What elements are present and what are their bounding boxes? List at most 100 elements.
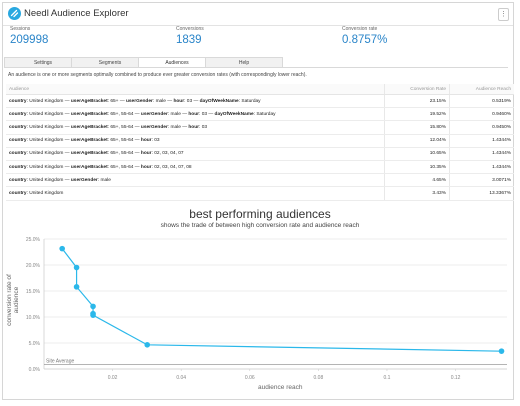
- column-header-conversion-rate[interactable]: Conversion Rate: [384, 84, 450, 95]
- segment-key: userAgeBracket: [70, 164, 108, 170]
- segment-key: hour: [188, 124, 200, 130]
- table-row[interactable]: country: United Kingdom 3.43% 13.3367%: [6, 186, 514, 201]
- column-header-audience-reach[interactable]: Audience Reach: [449, 84, 514, 95]
- x-tick-label: 0.08: [314, 375, 324, 380]
- conversion-rate-cell: 19.52%: [384, 107, 450, 122]
- kpi-value: 209998: [10, 34, 49, 46]
- segment-separator: —: [63, 138, 71, 144]
- series-line: [61, 248, 502, 352]
- table-row[interactable]: country: United Kingdom — userGender: ma…: [6, 173, 514, 188]
- kpi-conversion-rate: Conversion rate 0.8757%: [342, 26, 387, 46]
- chart-subtitle: shows the trade of between high conversi…: [160, 222, 360, 229]
- segment-value: Saturday: [256, 111, 276, 117]
- segment-key: userAgeBracket: [70, 138, 108, 144]
- segment-value: Saturday: [241, 98, 261, 104]
- segment-key: userAgeBracket: [70, 111, 108, 117]
- segment-value: 03: [201, 111, 208, 117]
- data-point: [90, 303, 96, 310]
- x-tick-label: 0.04: [176, 375, 186, 380]
- segment-key: userAgeBracket: [70, 98, 108, 104]
- segment-value: 03: [201, 124, 208, 130]
- segment-colon: :: [184, 98, 187, 104]
- segment-colon: :: [107, 164, 111, 170]
- segment-value: 65+: [110, 98, 119, 104]
- audience-cell: country: United Kingdom — userAgeBracket…: [6, 120, 385, 135]
- segment-separator: —: [180, 124, 189, 130]
- logo-icon: [8, 7, 21, 20]
- tab-help[interactable]: Help: [205, 57, 283, 67]
- segment-value: male: [100, 177, 111, 183]
- segment-value: United Kingdom: [29, 177, 64, 183]
- segment-key: userGender: [140, 124, 168, 130]
- table-row[interactable]: country: United Kingdom — userAgeBracket…: [6, 107, 514, 122]
- segment-key: userAgeBracket: [70, 124, 108, 130]
- conversion-rate-cell: 3.43%: [384, 186, 450, 201]
- segment-colon: :: [199, 111, 202, 117]
- audience-chart: 0.0% 5.0% 10.0% 15.0% 20.0% 25.0% 0.02 0.04 0.06…: [26, 237, 507, 380]
- segment-key: userGender: [140, 111, 168, 117]
- segment-colon: :: [26, 151, 30, 157]
- segment-key: userGender: [70, 177, 98, 183]
- segment-colon: :: [26, 111, 30, 117]
- x-tick-label: 0.1: [383, 375, 390, 380]
- chart-title: best performing audiences: [189, 207, 331, 221]
- audience-cell: country: United Kingdom — userAgeBracket…: [6, 107, 385, 122]
- y-tick-label: 25.0%: [26, 237, 41, 243]
- kpi-value: 1839: [176, 34, 202, 46]
- table-row[interactable]: country: United Kingdom — userAgeBracket…: [6, 147, 514, 161]
- table-header-row: Audience Conversion Rate Audience Reach: [6, 84, 514, 95]
- table-row[interactable]: country: United Kingdom — userAgeBracket…: [6, 94, 514, 109]
- segment-colon: :: [97, 177, 101, 183]
- table-row[interactable]: country: United Kingdom — userAgeBracket…: [6, 120, 514, 135]
- segment-value: United Kingdom: [29, 164, 64, 170]
- audience-cell: country: United Kingdom — userGender: ma…: [6, 173, 385, 188]
- kpi-label: Conversions: [176, 26, 204, 32]
- segment-key: country: [9, 98, 27, 104]
- audience-reach-cell: 1.4344%: [449, 147, 514, 161]
- segment-colon: :: [107, 98, 111, 104]
- segment-colon: :: [26, 164, 30, 170]
- segment-colon: :: [26, 177, 30, 183]
- segment-separator: —: [63, 177, 71, 183]
- column-header-audience[interactable]: Audience: [6, 84, 385, 95]
- segment-value: United Kingdom: [29, 190, 64, 196]
- x-tick-label: 0.02: [108, 375, 118, 380]
- segment-key: hour: [188, 111, 200, 117]
- segment-value: male: [170, 124, 181, 130]
- segment-separator: —: [133, 164, 141, 170]
- tab-bar: Settings Segments Audiences Help: [4, 57, 508, 68]
- segment-colon: :: [152, 98, 156, 104]
- segment-value: United Kingdom: [29, 124, 64, 130]
- audience-reach-cell: 0.9450%: [449, 120, 514, 135]
- conversion-rate-cell: 10.65%: [384, 147, 450, 161]
- data-point: [59, 245, 65, 252]
- table-row[interactable]: country: United Kingdom — userAgeBracket…: [6, 160, 514, 175]
- segment-colon: :: [107, 124, 111, 130]
- app-window: Needl Audience Explorer ⋮: [2, 2, 514, 400]
- conversion-rate-cell: 15.80%: [384, 120, 450, 135]
- conversion-rate-cell: 10.35%: [384, 160, 450, 175]
- segment-separator: —: [63, 111, 71, 117]
- segment-key: userAgeBracket: [70, 151, 108, 157]
- segment-colon: :: [199, 124, 202, 130]
- segment-key: dayOfWeekName: [199, 98, 239, 104]
- y-tick-label: 5.0%: [29, 341, 41, 347]
- segment-separator: —: [63, 151, 71, 157]
- audience-reach-cell: 13.3367%: [449, 186, 514, 201]
- conversion-rate-cell: 12.04%: [384, 134, 450, 148]
- kpi-label: Sessions: [10, 26, 31, 32]
- segment-key: hour: [173, 98, 185, 104]
- segment-value: United Kingdom: [29, 111, 64, 117]
- segment-key: country: [9, 111, 27, 117]
- menu-icon[interactable]: ⋮: [498, 8, 509, 21]
- conversion-rate-cell: 4.65%: [384, 173, 450, 188]
- segment-separator: —: [180, 111, 189, 117]
- audience-cell: country: United Kingdom — userAgeBracket…: [6, 160, 385, 175]
- segment-value: United Kingdom: [29, 151, 64, 157]
- segment-key: userGender: [125, 98, 153, 104]
- segment-colon: :: [107, 138, 111, 144]
- data-point: [73, 264, 80, 271]
- segment-key: hour: [140, 138, 152, 144]
- table-row[interactable]: country: United Kingdom — userAgeBracket…: [6, 134, 514, 148]
- segment-separator: —: [192, 98, 200, 104]
